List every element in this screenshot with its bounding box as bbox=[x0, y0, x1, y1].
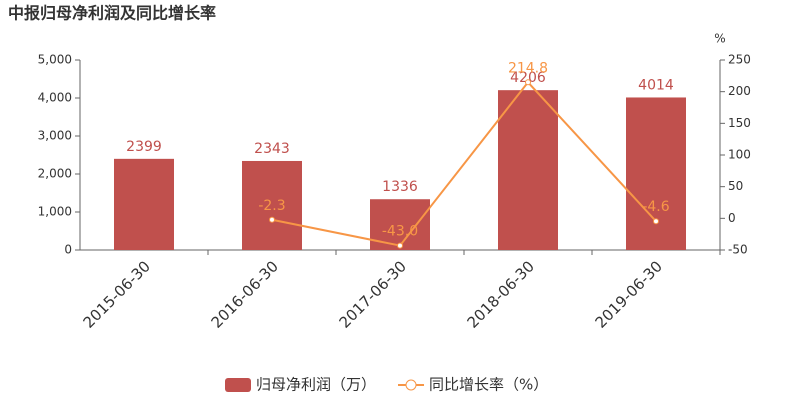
bar-value-label: 4014 bbox=[638, 77, 674, 93]
y2-tick-label: 50 bbox=[728, 179, 743, 193]
line-value-label: -4.6 bbox=[642, 199, 669, 215]
y2-axis-label: % bbox=[714, 32, 725, 46]
chart-title: 中报归母净利润及同比增长率 bbox=[8, 4, 216, 23]
line-point bbox=[653, 218, 659, 225]
y2-tick-label: 250 bbox=[728, 53, 751, 67]
line-point bbox=[525, 79, 531, 86]
line-value-label: -43.0 bbox=[382, 224, 418, 240]
bar bbox=[498, 90, 558, 250]
bar bbox=[114, 158, 174, 250]
bar bbox=[242, 160, 302, 250]
y-tick-label: 4,000 bbox=[38, 91, 72, 105]
legend-swatch bbox=[225, 378, 251, 392]
y2-tick-label: 150 bbox=[728, 116, 751, 130]
line-point bbox=[397, 242, 403, 249]
y-tick-label: 0 bbox=[64, 243, 72, 257]
y-tick-label: 1,000 bbox=[38, 205, 72, 219]
y-tick-label: 2,000 bbox=[38, 167, 72, 181]
y2-tick-label: 200 bbox=[728, 84, 751, 98]
y-tick-label: 3,000 bbox=[38, 129, 72, 143]
x-tick-label: 2015-06-30 bbox=[80, 257, 154, 331]
x-tick-label: 2017-06-30 bbox=[336, 257, 410, 331]
legend-label: 归母净利润（万） bbox=[256, 376, 376, 394]
line-value-label: -2.3 bbox=[258, 198, 285, 214]
bar-value-label: 1336 bbox=[382, 179, 418, 195]
y2-tick-label: -50 bbox=[728, 243, 748, 257]
line-point bbox=[269, 216, 275, 223]
bar bbox=[626, 97, 686, 250]
y-tick-label: 5,000 bbox=[38, 53, 72, 67]
bar-value-label: 2399 bbox=[126, 139, 162, 155]
x-tick-label: 2018-06-30 bbox=[464, 257, 538, 331]
y2-tick-label: 100 bbox=[728, 148, 751, 162]
x-tick-label: 2019-06-30 bbox=[592, 257, 666, 331]
line-value-label: 214.8 bbox=[508, 60, 548, 76]
legend-swatch bbox=[405, 379, 417, 391]
bar-value-label: 4206 bbox=[510, 70, 546, 86]
x-tick-label: 2016-06-30 bbox=[208, 257, 282, 331]
bar-value-label: 2343 bbox=[254, 141, 290, 157]
line bbox=[271, 80, 657, 247]
y2-tick-label: 0 bbox=[728, 211, 736, 225]
legend-label: 同比增长率（%） bbox=[429, 376, 548, 394]
